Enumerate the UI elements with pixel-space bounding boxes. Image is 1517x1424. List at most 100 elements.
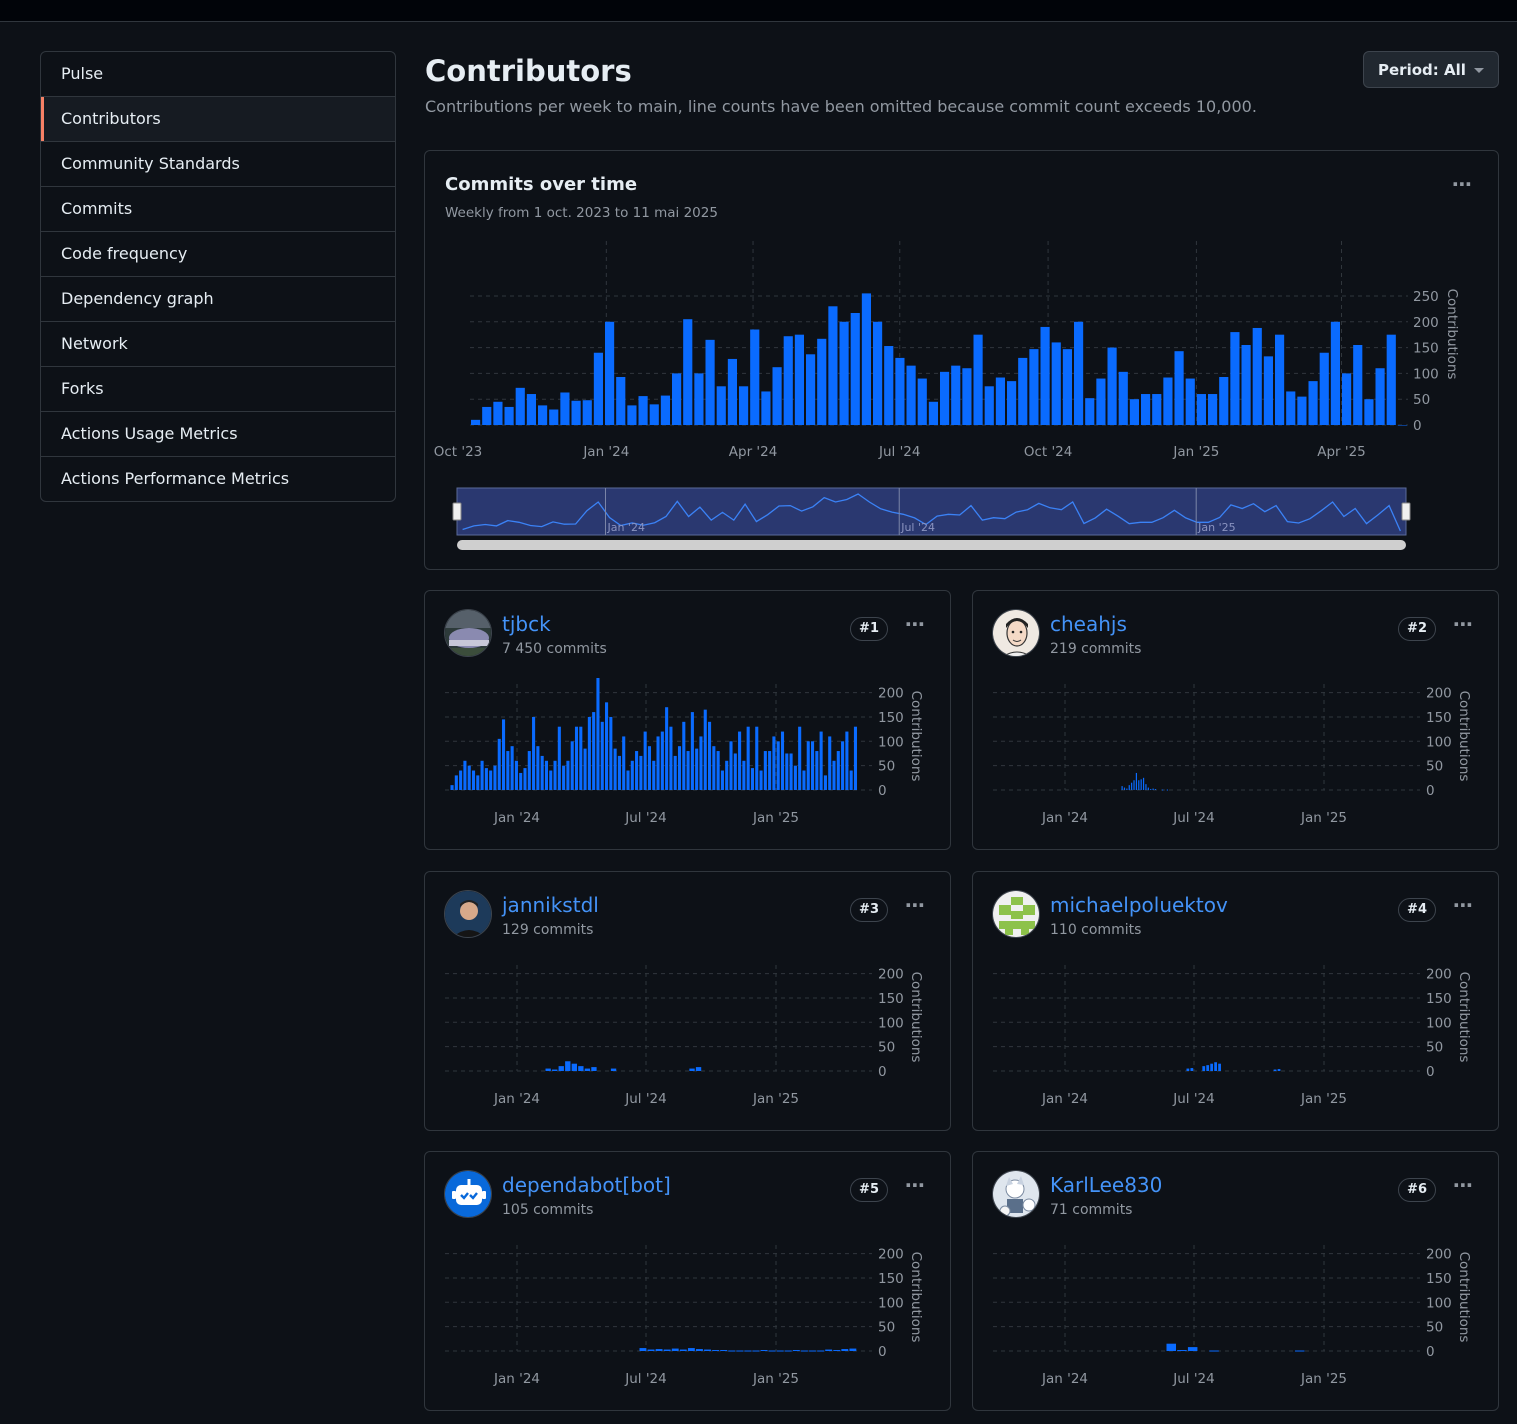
bar	[699, 736, 703, 790]
kebab-menu-icon[interactable]: ⋯	[1453, 893, 1473, 917]
sidebar-item-community-standards[interactable]: Community Standards	[41, 141, 395, 186]
bar	[630, 760, 634, 790]
bar	[519, 772, 523, 790]
y-tick-label: 150	[1426, 991, 1452, 1007]
bar	[973, 334, 983, 425]
bar	[1162, 789, 1164, 791]
kebab-menu-icon[interactable]: ⋯	[1453, 612, 1473, 636]
contributor-login[interactable]: tjbck	[502, 612, 551, 636]
bar	[1126, 788, 1128, 790]
sidebar-item-network[interactable]: Network	[41, 321, 395, 366]
period-dropdown[interactable]: Period: All	[1363, 51, 1499, 88]
y-tick-label: 100	[878, 734, 904, 750]
bar	[459, 770, 463, 790]
bar	[655, 1349, 663, 1351]
bar	[940, 371, 950, 425]
bar	[828, 306, 838, 425]
bar	[1241, 345, 1251, 425]
contributor-commit-count: 110 commits	[1050, 922, 1142, 938]
bar	[1152, 788, 1154, 790]
contributor-commit-count: 129 commits	[502, 922, 594, 938]
contributor-login[interactable]: jannikstdl	[502, 893, 599, 917]
bar	[497, 738, 501, 790]
bar	[480, 760, 484, 790]
bar	[951, 365, 961, 425]
y-axis-label: Contributions	[1456, 691, 1472, 782]
kebab-menu-icon[interactable]: ⋯	[905, 1173, 925, 1197]
bar	[727, 358, 737, 425]
bar	[1196, 394, 1206, 425]
dependabot-robot-icon[interactable]	[444, 1170, 492, 1218]
y-tick-label: 150	[878, 710, 904, 726]
bar	[962, 368, 972, 425]
kebab-menu-icon[interactable]: ⋯	[905, 893, 925, 917]
bar	[1129, 399, 1139, 425]
commits-over-time-card: 0 50 100 150 200 250 Oct '23 Jan '24 Apr '24 Jul …	[424, 150, 1499, 570]
bar	[687, 1348, 695, 1351]
bar	[1007, 381, 1017, 425]
navigator-scrollbar	[457, 540, 1406, 550]
bar	[677, 746, 682, 790]
x-tick-label: Jan '24	[493, 810, 540, 826]
y-tick-label: 100	[1426, 1295, 1452, 1311]
y-tick-label: 100	[1426, 734, 1452, 750]
bar	[665, 707, 669, 790]
x-tick-label: Jan '24	[1041, 810, 1088, 826]
sidebar-item-dependency-graph[interactable]: Dependency graph	[41, 276, 395, 321]
contributor-login[interactable]: michaelpoluektov	[1050, 893, 1228, 917]
bar	[1230, 332, 1240, 425]
bar	[928, 401, 938, 425]
bar	[1128, 785, 1130, 790]
avatar-photo-icon[interactable]	[444, 609, 492, 657]
kebab-menu-icon[interactable]: ⋯	[1452, 172, 1472, 196]
bar	[587, 716, 591, 790]
bar	[544, 760, 549, 790]
bar	[489, 770, 493, 790]
bar	[695, 748, 699, 790]
bar	[471, 770, 476, 790]
sidebar-item-commits[interactable]: Commits	[41, 186, 395, 231]
sidebar-item-actions-performance-metrics[interactable]: Actions Performance Metrics	[41, 456, 395, 501]
bar	[849, 1348, 857, 1351]
y-axis-label: Contributions	[908, 1252, 924, 1343]
y-tick-label: 0	[1426, 1344, 1435, 1360]
sidebar-item-forks[interactable]: Forks	[41, 366, 395, 411]
bar	[639, 1348, 647, 1351]
bar	[832, 760, 836, 790]
bar	[578, 1066, 584, 1071]
bar	[579, 726, 583, 790]
bar	[806, 354, 816, 425]
y-tick-label: 50	[1413, 392, 1430, 408]
bar	[802, 770, 806, 790]
bar	[1330, 321, 1340, 425]
avatar-portrait-icon[interactable]	[992, 609, 1040, 657]
sidebar-item-contributors[interactable]: Contributors	[41, 96, 395, 141]
bar	[574, 726, 579, 790]
bar	[557, 726, 561, 790]
y-axis-label: Contributions	[1456, 972, 1472, 1063]
kebab-menu-icon[interactable]: ⋯	[905, 612, 925, 636]
bar	[704, 1349, 711, 1351]
bar	[626, 770, 630, 790]
contributor-login[interactable]: KarlLee830	[1050, 1173, 1163, 1197]
bar	[669, 726, 673, 790]
y-tick-label: 150	[1426, 1271, 1452, 1287]
avatar-anime-icon[interactable]	[992, 1170, 1040, 1218]
bar	[760, 1350, 768, 1352]
kebab-menu-icon[interactable]: ⋯	[1453, 1173, 1473, 1197]
bar	[768, 1350, 776, 1352]
avatar-person-icon[interactable]	[444, 890, 492, 938]
navigator-tick-label: Jan '24	[606, 521, 644, 534]
sidebar-item-actions-usage-metrics[interactable]: Actions Usage Metrics	[41, 411, 395, 456]
sidebar-item-pulse[interactable]: Pulse	[61, 64, 104, 83]
sidebar-item-code-frequency[interactable]: Code frequency	[41, 231, 395, 276]
bar	[784, 1350, 792, 1352]
contributor-chart: 0 50 100 150 200 Jan '24 Jul '24 Jan '25 Contrib…	[993, 965, 1472, 1107]
rank-badge: #4	[1398, 898, 1436, 922]
avatar-identicon-icon[interactable]	[992, 890, 1040, 938]
contributor-login[interactable]: cheahjs	[1050, 612, 1127, 636]
bar	[1138, 780, 1140, 790]
y-tick-label: 150	[1413, 341, 1439, 357]
bar	[833, 1350, 841, 1352]
contributor-login[interactable]: dependabot[bot]	[502, 1173, 671, 1197]
